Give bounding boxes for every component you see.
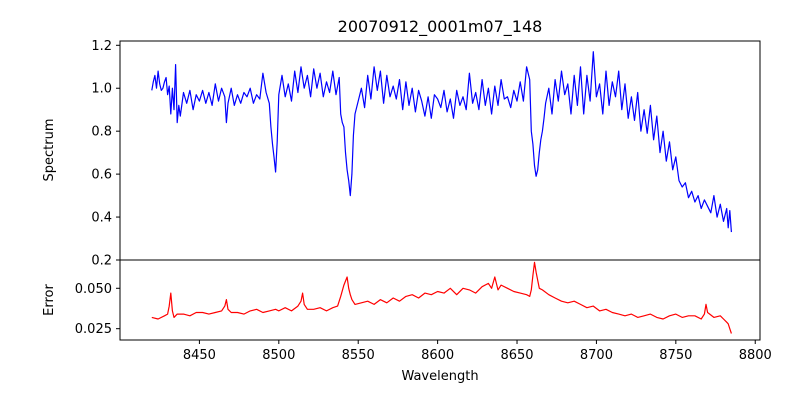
wavelength-xticks: 8450 8500 8550 8600 8650 8700 8750 8800 xyxy=(183,340,772,363)
error-ytick-label: 0.050 xyxy=(75,282,112,297)
spectrum-yticks: 0.2 0.4 0.6 0.8 1.0 1.2 xyxy=(91,39,120,269)
error-plot-area xyxy=(151,261,732,334)
xtick-label: 8600 xyxy=(421,348,454,363)
error-line xyxy=(151,261,732,334)
error-yticks: 0.025 0.050 xyxy=(75,282,120,337)
chart-title: 20070912_0001m07_148 xyxy=(338,17,543,37)
xtick-label: 8550 xyxy=(342,348,375,363)
error-panel: Error 0.025 0.050 xyxy=(42,259,761,341)
xtick-label: 8450 xyxy=(183,348,216,363)
spectrum-ytick-label: 0.2 xyxy=(91,254,112,269)
spectrum-axes-frame xyxy=(119,40,761,261)
error-ylabel: Error xyxy=(42,284,57,316)
xtick-label: 8700 xyxy=(580,348,613,363)
spectrum-ylabel: Spectrum xyxy=(42,119,57,182)
error-axes-frame xyxy=(119,259,761,341)
xtick-label: 8650 xyxy=(500,348,533,363)
spectrum-ytick-label: 0.4 xyxy=(91,211,112,226)
wavelength-xlabel: Wavelength xyxy=(401,369,478,384)
xtick-label: 8800 xyxy=(739,348,772,363)
spectrum-ytick-label: 1.2 xyxy=(91,39,112,54)
xtick-label: 8750 xyxy=(659,348,692,363)
spectrum-ytick-label: 0.8 xyxy=(91,125,112,140)
spectrum-line xyxy=(151,51,732,233)
spectrum-panel: Spectrum 0.2 0.4 0.6 0.8 1.0 1.2 xyxy=(42,39,761,269)
xtick-label: 8500 xyxy=(262,348,295,363)
spectrum-ytick-label: 0.6 xyxy=(91,168,112,183)
error-ytick-label: 0.025 xyxy=(75,322,112,337)
spectrum-ytick-label: 1.0 xyxy=(91,82,112,97)
spectrum-plot-area xyxy=(151,51,732,233)
